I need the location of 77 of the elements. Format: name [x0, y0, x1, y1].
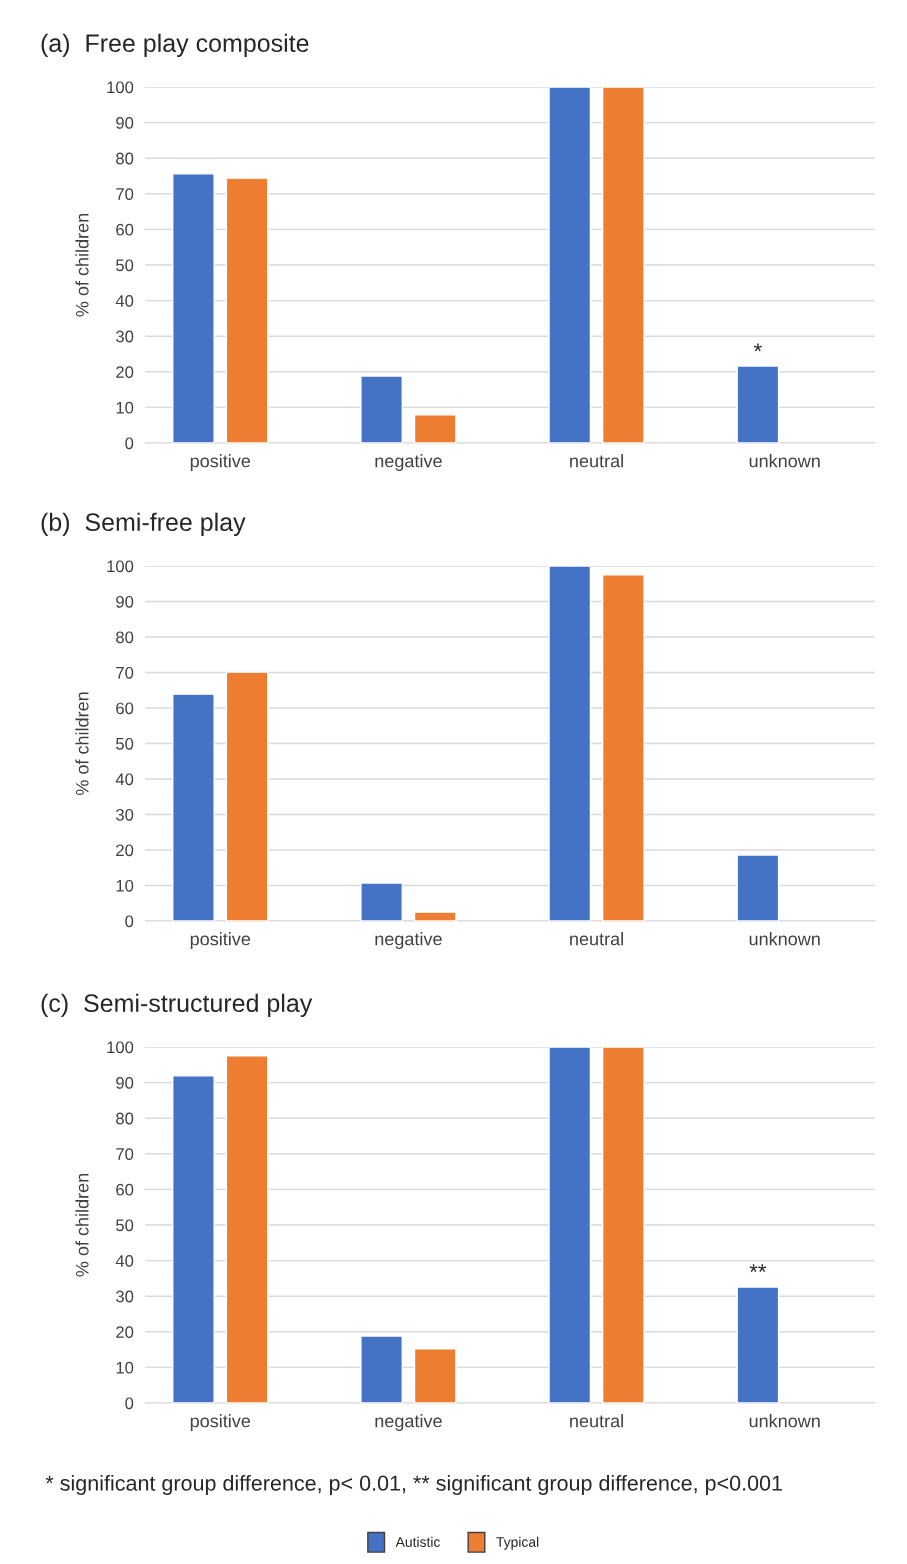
- y-tick-label: 50: [116, 259, 134, 272]
- bar: [413, 1348, 457, 1403]
- y-tick-label: 90: [116, 1077, 134, 1089]
- y-tick-label: 80: [116, 152, 134, 165]
- y-tick-label: 50: [116, 1219, 134, 1232]
- y-tick-label: 70: [116, 188, 134, 200]
- y-axis-title: % of children: [75, 692, 89, 796]
- annotation: **: [749, 1264, 767, 1273]
- y-tick-label: 70: [116, 666, 134, 679]
- y-tick-label: 0: [125, 915, 134, 928]
- bar: [172, 1075, 215, 1403]
- x-tick-label: neutral: [570, 932, 623, 946]
- x-tick-label: neutral: [570, 1414, 623, 1428]
- bar: [360, 375, 403, 443]
- y-tick-label: 40: [115, 773, 134, 786]
- y-tick-label: 10: [116, 879, 134, 892]
- text: * significant group difference, p< 0.01, ** significant group difference, p<0.001: [45, 1474, 782, 1496]
- y-tick-label: 40: [115, 295, 134, 307]
- bar: [172, 173, 215, 443]
- x-tick-label: negative: [375, 932, 442, 949]
- bar: [736, 854, 780, 921]
- x-tick-label: positive: [190, 454, 251, 471]
- bar: [413, 911, 457, 921]
- bar: [225, 671, 269, 921]
- bar: [360, 1335, 403, 1403]
- y-tick-label: 70: [116, 1148, 134, 1160]
- x-tick-label: negative: [375, 454, 442, 471]
- y-tick-label: 0: [125, 1397, 134, 1410]
- y-tick-label: 60: [116, 223, 134, 236]
- x-tick-label: neutral: [570, 454, 623, 468]
- annotation: *: [753, 343, 762, 352]
- x-tick-label: positive: [190, 1414, 251, 1431]
- y-tick-label: 20: [116, 844, 134, 857]
- x-tick-label: negative: [375, 1414, 442, 1431]
- x-tick-label: unknown: [749, 1414, 820, 1428]
- bar: [225, 1055, 269, 1403]
- y-tick-label: 30: [115, 1290, 134, 1303]
- bar: [172, 693, 215, 921]
- y-tick-label: 20: [116, 366, 134, 378]
- y-tick-label: 10: [116, 401, 134, 414]
- x-tick-label: unknown: [749, 454, 820, 468]
- y-tick-label: 50: [116, 737, 134, 750]
- chart-title: (b) Semi-free play: [41, 512, 246, 536]
- y-tick-label: 30: [115, 330, 134, 343]
- y-tick-label: 0: [125, 437, 134, 450]
- bar: [601, 1047, 645, 1403]
- y-tick-label: 20: [116, 1326, 134, 1338]
- bar: [360, 882, 403, 921]
- x-tick-label: unknown: [749, 932, 820, 946]
- chart-title: (a) Free play composite: [41, 33, 309, 57]
- bar: [225, 177, 269, 443]
- y-tick-label: 90: [116, 117, 134, 129]
- y-axis-title: % of children: [75, 1173, 89, 1277]
- x-tick-label: positive: [190, 932, 251, 949]
- y-tick-label: 100: [107, 1041, 134, 1054]
- y-axis-title: % of children: [75, 213, 89, 317]
- chart-title: (c) Semi-structured play: [41, 993, 313, 1017]
- bar: [736, 365, 780, 443]
- y-tick-label: 10: [116, 1361, 134, 1374]
- bar: [548, 87, 592, 443]
- legend-label: Typical: [496, 1536, 539, 1550]
- bar: [548, 566, 592, 921]
- y-tick-label: 80: [116, 631, 134, 644]
- bar: [601, 574, 645, 921]
- bar: [736, 1286, 780, 1403]
- y-tick-label: 80: [116, 1112, 134, 1125]
- y-tick-label: 30: [115, 808, 134, 821]
- y-tick-label: 40: [115, 1255, 134, 1267]
- bar: [413, 414, 457, 443]
- bar: [601, 87, 645, 443]
- y-tick-label: 60: [116, 702, 134, 715]
- y-tick-label: 100: [107, 81, 134, 94]
- y-tick-label: 90: [116, 595, 134, 608]
- bar: [548, 1047, 592, 1403]
- y-tick-label: 60: [116, 1183, 134, 1196]
- y-tick-label: 100: [107, 560, 134, 573]
- legend-label: Autistic: [395, 1536, 441, 1547]
